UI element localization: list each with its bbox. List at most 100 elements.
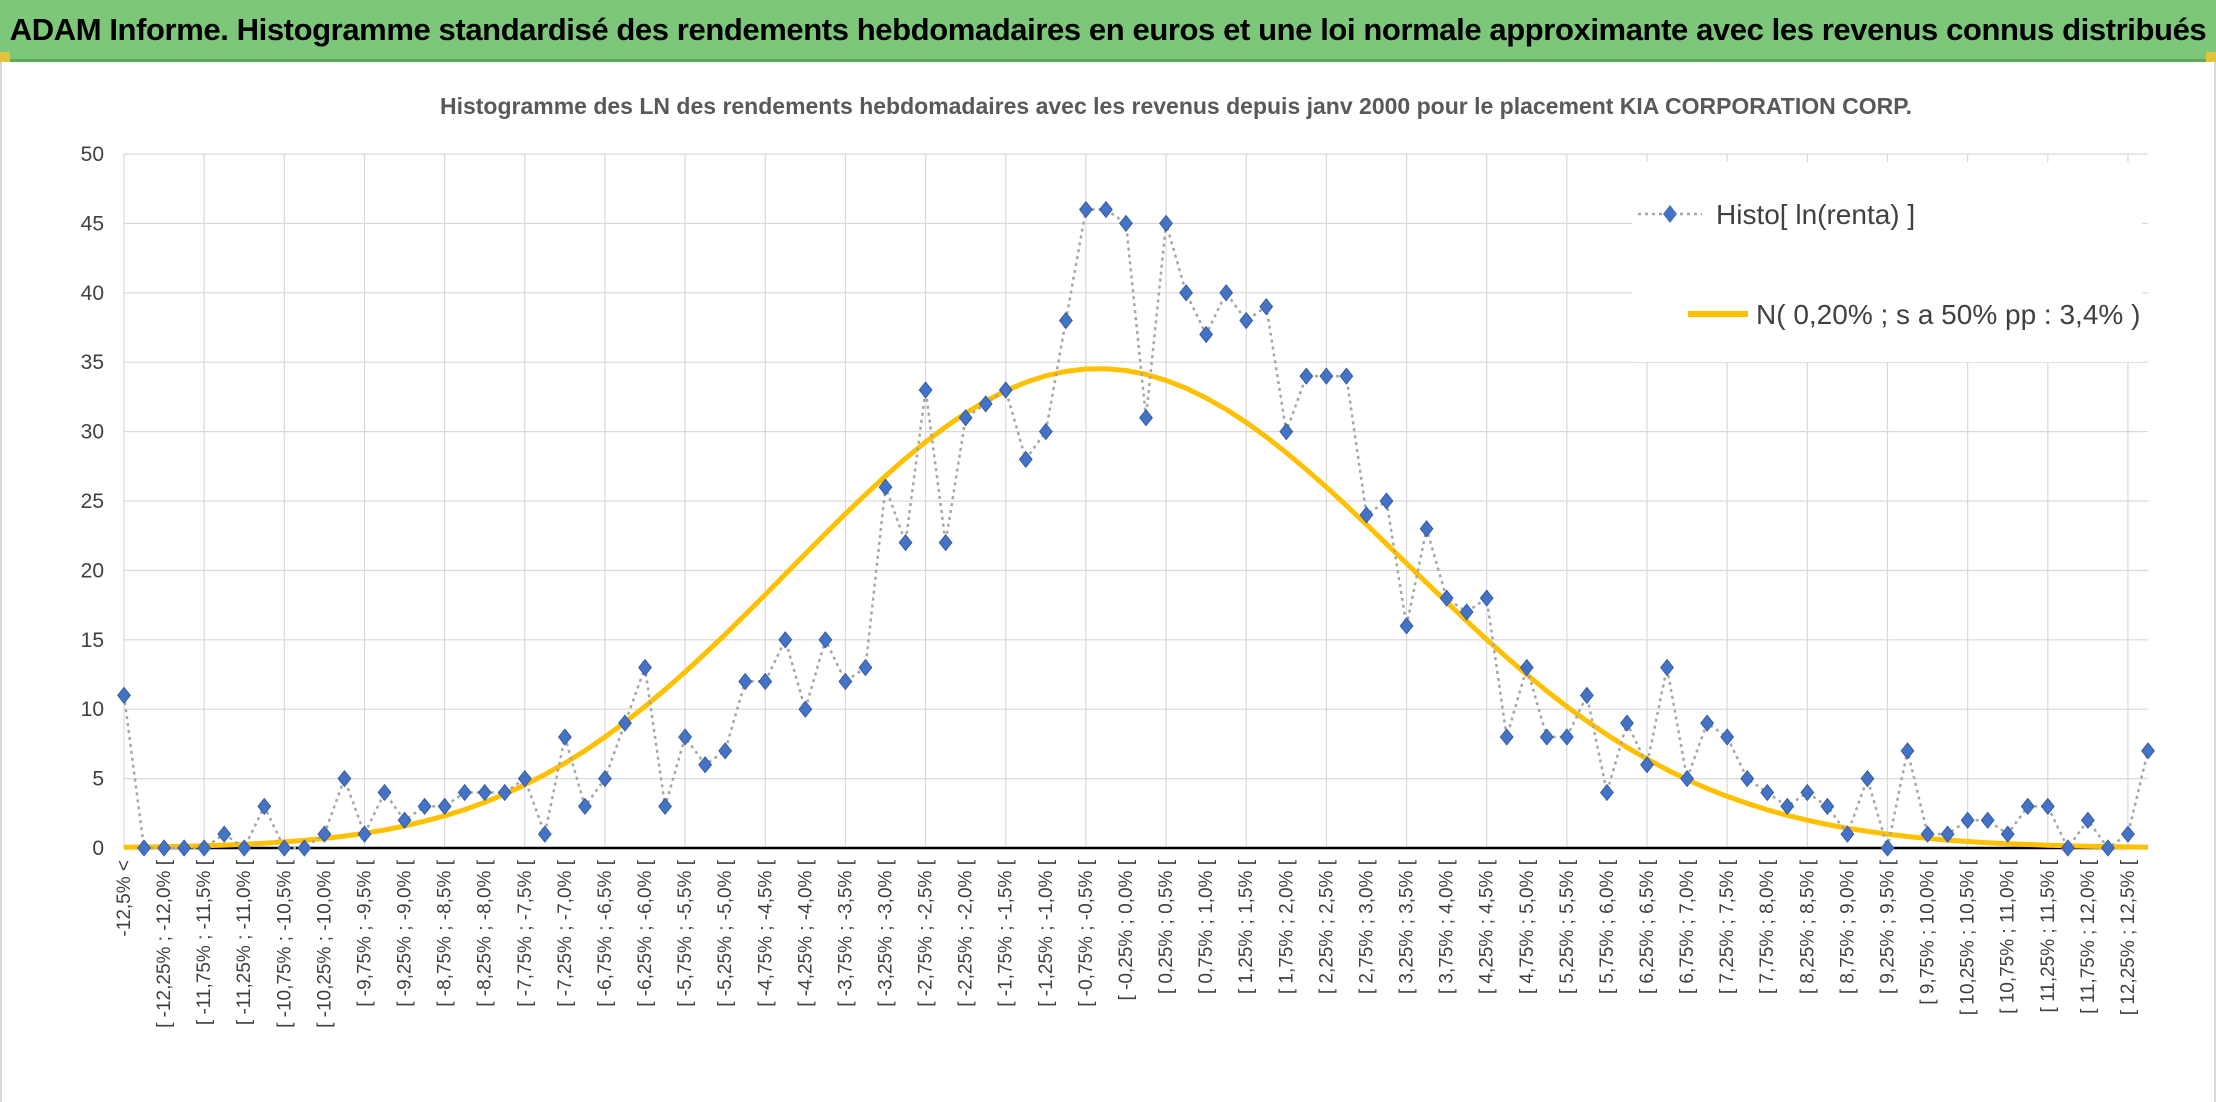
histogram-point: [117, 686, 131, 704]
x-tick-label: [ -9,75% ; -9,5% [: [354, 859, 375, 1007]
x-tick-label: [ -5,75% ; -5,5% [: [675, 859, 696, 1007]
x-tick-label: [ -10,75% ; -10,5% [: [274, 859, 295, 1028]
histogram-point: [397, 811, 412, 829]
x-tick-label: [ 8,75% ; 9,0% [: [1837, 859, 1858, 994]
x-tick-label: [ 1,25% ; 1,5% [: [1236, 859, 1257, 994]
x-tick-label: [ -4,75% ; -4,5% [: [755, 859, 776, 1007]
histogram-point: [1239, 311, 1254, 330]
histogram-chart: Histogramme des LN des rendements hebdom…: [81, 93, 2155, 1028]
histogram-point: [1840, 825, 1855, 843]
x-tick-label: [ -12,25% ; -12,0% [: [154, 859, 175, 1028]
x-tick-label: [ 7,25% ; 7,5% [: [1717, 859, 1738, 994]
x-tick-label: [ 3,75% ; 4,0% [: [1437, 859, 1458, 994]
histogram-point: [457, 783, 472, 802]
histogram-point: [1940, 825, 1955, 843]
x-tick-label: [ 3,25% ; 3,5% [: [1397, 859, 1418, 994]
histogram-point: [337, 769, 352, 788]
x-tick-label: [ -1,25% ; -1,0% [: [1036, 859, 1057, 1007]
x-tick-label: [ -6,75% ; -6,5% [: [595, 859, 616, 1007]
histogram-point: [1640, 756, 1654, 774]
histogram-point: [2101, 839, 2115, 857]
histogram-point: [2040, 797, 2055, 816]
x-tick-label: [ 11,75% ; 12,0% [: [2078, 859, 2099, 1014]
histogram-point: [1399, 617, 1414, 635]
histogram-point: [1579, 686, 1594, 704]
histogram-point: [1038, 422, 1053, 441]
histogram-point: [1600, 783, 1614, 802]
x-tick-label: [ -9,25% ; -9,0% [: [395, 859, 416, 1007]
y-tick-label: 25: [81, 490, 104, 513]
x-tick-label: [ -5,25% ; -5,0% [: [715, 859, 736, 1007]
histogram-point: [1720, 728, 1735, 746]
histogram-point: [1960, 811, 1975, 829]
histogram-point: [1058, 311, 1073, 330]
x-tick-label: [ -3,25% ; -3,0% [: [876, 859, 897, 1007]
histogram-point: [998, 381, 1013, 399]
histogram-point: [2080, 811, 2095, 829]
x-tick-label: [ 7,75% ; 8,0% [: [1757, 859, 1778, 994]
y-tick-label: 35: [81, 351, 104, 374]
histogram-point: [197, 839, 212, 857]
x-tick-label: [ -7,75% ; -7,5% [: [515, 859, 536, 1007]
x-tick-label: [ 6,75% ; 7,0% [: [1677, 859, 1698, 994]
histogram-point: [658, 797, 672, 816]
x-tick-label: [ 4,25% ; 4,5% [: [1477, 859, 1498, 994]
x-tick-label: [ 11,25% ; 11,5% [: [2038, 859, 2059, 1012]
histogram-point: [1299, 367, 1314, 385]
histogram-point: [1680, 769, 1695, 788]
y-tick-label: 15: [81, 629, 104, 652]
chart-area: Histogramme des LN des rendements hebdom…: [0, 62, 2216, 1102]
histogram-point: [1119, 214, 1133, 233]
x-tick-label: [ -3,75% ; -3,5% [: [835, 859, 856, 1007]
histogram-point: [1359, 506, 1374, 524]
y-tick-label: 40: [81, 282, 104, 305]
report-banner: ADAM Informe. Histogramme standardisé de…: [0, 0, 2216, 62]
histogram-point: [898, 533, 913, 552]
histogram-point: [517, 769, 532, 788]
x-tick-label: [ 2,25% ; 2,5% [: [1316, 859, 1337, 994]
histogram-point: [738, 672, 753, 691]
x-tick-label: [ 12,25% ; 12,5% [: [2118, 859, 2139, 1015]
histogram-point: [557, 728, 572, 746]
histogram-point: [1139, 409, 1153, 427]
histogram-point: [477, 783, 492, 802]
histogram-point: [818, 631, 833, 649]
x-tick-label: [ 4,75% ; 5,0% [: [1517, 859, 1538, 994]
histogram-point: [2141, 742, 2155, 760]
histogram-point: [297, 839, 312, 857]
x-tick-label: [ 1,75% ; 2,0% [: [1276, 859, 1297, 994]
histogram-point: [1439, 589, 1454, 607]
report-title: ADAM Informe. Histogramme standardisé de…: [9, 11, 2207, 47]
histogram-point: [277, 839, 292, 857]
x-tick-label: [ -0,25% ; 0,0% [: [1116, 859, 1137, 1000]
histogram-point: [1700, 714, 1715, 732]
x-tick-label: [ -2,25% ; -2,0% [: [956, 859, 977, 1007]
histogram-point: [1740, 769, 1755, 788]
histogram-point: [237, 839, 252, 857]
histogram-point: [1379, 492, 1394, 510]
histogram-point: [1760, 783, 1775, 802]
histogram-point: [1479, 589, 1494, 607]
x-tick-label: [ 10,75% ; 11,0% [: [1998, 859, 2019, 1014]
histogram-point: [1219, 284, 1234, 302]
y-tick-label: 50: [81, 143, 104, 166]
histogram-point: [798, 700, 813, 718]
legend-box: [1632, 162, 2142, 362]
histogram-point: [1880, 839, 1895, 857]
histogram-point: [257, 797, 272, 816]
y-tick-label: 0: [92, 837, 104, 860]
x-tick-label: [ 10,25% ; 10,5% [: [1958, 859, 1979, 1015]
legend-histo-label: Histo[ ln(renta) ]: [1716, 199, 1915, 230]
histogram-point: [1279, 422, 1294, 441]
x-tick-label: [ -6,25% ; -6,0% [: [635, 859, 656, 1007]
histogram-point: [1900, 742, 1915, 760]
x-tick-label: [ 9,25% ; 9,5% [: [1877, 859, 1898, 994]
corner-mark-right: [2206, 52, 2216, 62]
histogram-point: [1179, 284, 1194, 302]
histogram-point: [1018, 450, 1033, 469]
x-tick-label: -12,5% <: [114, 860, 135, 937]
histogram-point: [1259, 298, 1274, 316]
histogram-point: [618, 714, 632, 732]
y-tick-label: 45: [81, 212, 104, 235]
histogram-point: [1339, 367, 1354, 385]
